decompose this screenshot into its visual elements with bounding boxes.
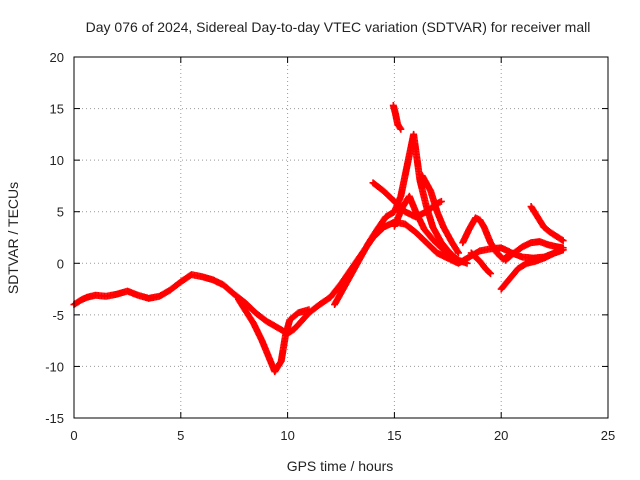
- data-point: [559, 237, 567, 245]
- y-tick-label: -15: [45, 411, 64, 426]
- data-point: [454, 249, 462, 257]
- grid-lines: [74, 57, 608, 418]
- series-hump-b: [467, 249, 495, 278]
- y-tick-label: 0: [57, 256, 64, 271]
- series-descending-branch: [497, 246, 567, 293]
- series-spike-top: [389, 101, 405, 133]
- data-point: [305, 306, 313, 314]
- x-tick-label: 5: [177, 428, 184, 443]
- data-point: [558, 236, 566, 244]
- plot-frame: [73, 56, 609, 419]
- data-point: [437, 197, 445, 205]
- data-point: [397, 125, 405, 133]
- data-point: [559, 244, 567, 252]
- series-main-track: [70, 218, 567, 337]
- x-tick-label: 10: [280, 428, 294, 443]
- data-point: [485, 269, 493, 277]
- data-marks: [70, 101, 567, 376]
- data-point: [396, 124, 404, 132]
- series-dip-track: [234, 295, 313, 376]
- data-point: [454, 248, 462, 256]
- series-cross-track: [390, 192, 454, 259]
- x-tick-label: 20: [494, 428, 508, 443]
- series-late-branch: [501, 238, 567, 264]
- x-tick-label: 15: [387, 428, 401, 443]
- y-tick-label: 15: [50, 102, 64, 117]
- data-point: [487, 270, 495, 278]
- data-point: [463, 259, 471, 267]
- y-tick-label: 5: [57, 205, 64, 220]
- data-point: [446, 251, 454, 259]
- y-tick-label: -5: [52, 308, 64, 323]
- x-tick-label: 0: [70, 428, 77, 443]
- series-side-branch-b: [418, 172, 462, 257]
- x-axis-label: GPS time / hours: [287, 458, 394, 474]
- x-tick-label: 25: [601, 428, 615, 443]
- y-tick-label: 10: [50, 153, 64, 168]
- y-axis-ticks: -15 -10 -5 0 5 10 15 20: [45, 50, 608, 426]
- y-tick-label: 20: [50, 50, 64, 65]
- y-tick-label: -10: [45, 359, 64, 374]
- data-point: [445, 250, 453, 258]
- x-axis-ticks: 0 5 10 15 20 25: [70, 57, 615, 443]
- series-late-spike: [527, 203, 567, 245]
- chart-title: Day 076 of 2024, Sidereal Day-to-day VTE…: [86, 19, 591, 35]
- y-axis-label: SDTVAR / TECUs: [5, 182, 21, 294]
